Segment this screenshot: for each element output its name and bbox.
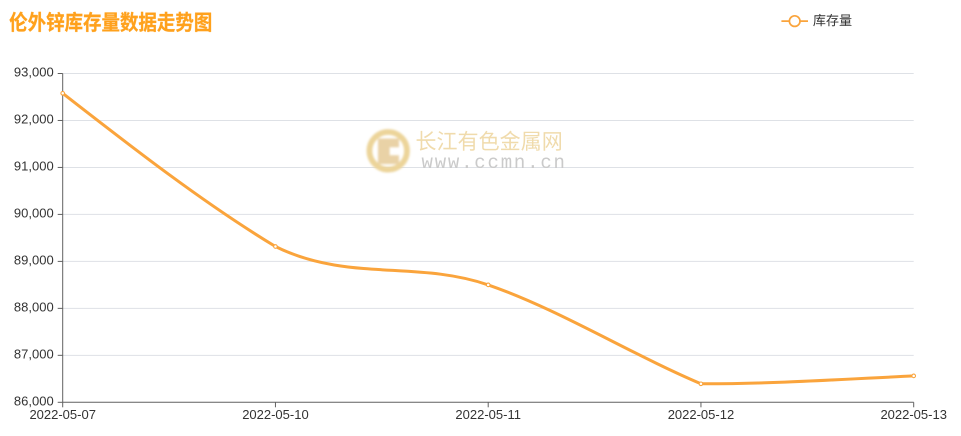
svg-text:91,000: 91,000	[14, 158, 54, 173]
svg-text:88,000: 88,000	[14, 299, 54, 314]
svg-text:90,000: 90,000	[14, 205, 54, 220]
svg-text:2022-05-07: 2022-05-07	[29, 407, 96, 422]
svg-text:2022-05-12: 2022-05-12	[668, 407, 735, 422]
svg-text:92,000: 92,000	[14, 111, 54, 126]
svg-text:87,000: 87,000	[14, 346, 54, 361]
svg-text:2022-05-11: 2022-05-11	[455, 407, 521, 422]
svg-text:www.ccmn.cn: www.ccmn.cn	[422, 152, 567, 174]
svg-text:89,000: 89,000	[14, 252, 54, 267]
svg-text:93,000: 93,000	[14, 65, 54, 80]
svg-text:2022-05-10: 2022-05-10	[242, 407, 309, 422]
svg-text:86,000: 86,000	[14, 393, 54, 408]
svg-text:2022-05-13: 2022-05-13	[880, 407, 947, 422]
